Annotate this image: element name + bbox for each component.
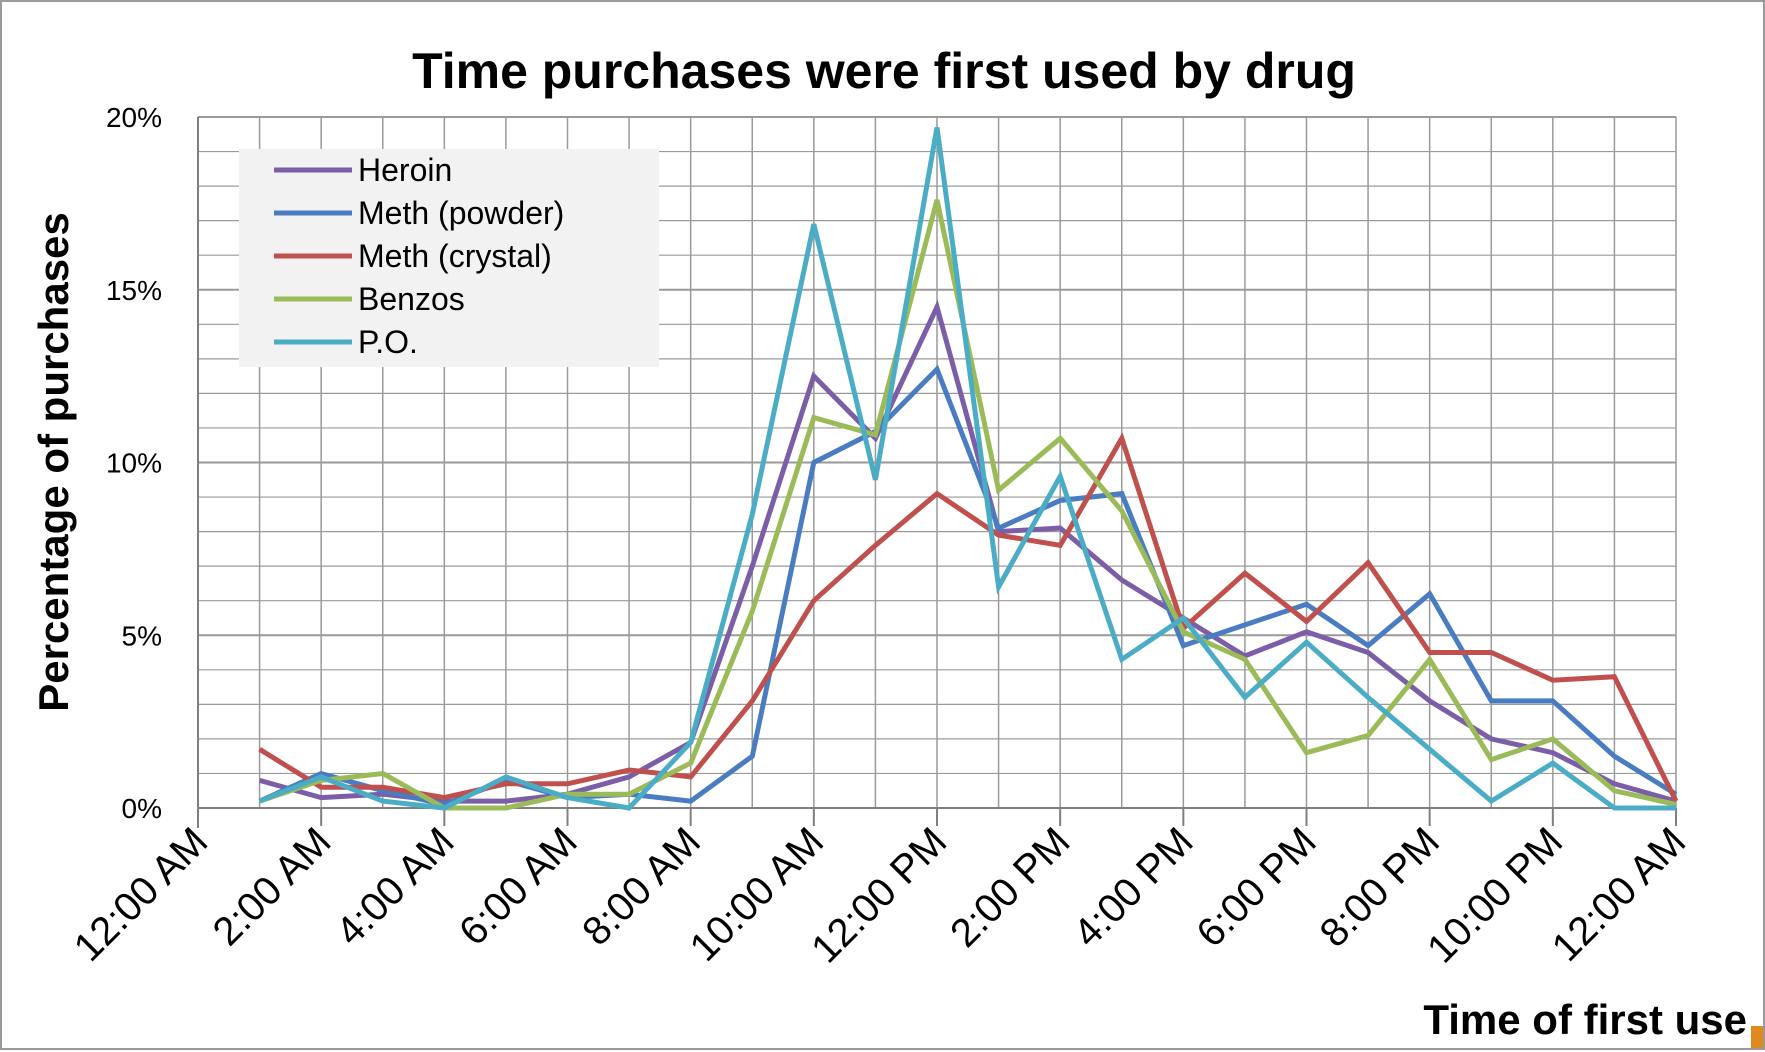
x-tick-label: 6:00 PM: [1188, 819, 1324, 955]
series-line-heroin: [258, 299, 1677, 804]
x-axis-label: Time of first use: [1423, 996, 1747, 1043]
y-axis-ticks: 0% 5% 10% 15% 20%: [106, 102, 162, 824]
corner-accent: [1751, 1026, 1763, 1048]
legend-label: Meth (crystal): [358, 238, 552, 274]
gridlines: [197, 116, 1677, 828]
x-tick-label: 4:00 AM: [328, 819, 463, 954]
series-lines: [258, 126, 1679, 811]
legend-label: Benzos: [358, 281, 465, 317]
legend-label: P.O.: [358, 324, 418, 360]
series-line-meth-crystal: [258, 432, 1679, 803]
y-tick-label: 10%: [106, 448, 162, 479]
x-tick-label: 12:00 PM: [803, 819, 955, 971]
y-axis-label: Percentage of purchases: [30, 212, 77, 712]
y-tick-label: 0%: [122, 793, 162, 824]
x-tick-label: 12:00 AM: [66, 819, 217, 970]
legend-label: Meth (powder): [358, 195, 564, 231]
x-tick-label: 6:00 AM: [451, 819, 586, 954]
x-tick-label: 10:00 PM: [1419, 819, 1571, 971]
legend-label: Heroin: [358, 152, 452, 188]
y-tick-label: 5%: [122, 620, 162, 651]
y-tick-label: 20%: [106, 102, 162, 133]
x-tick-label: 12:00 AM: [1544, 819, 1695, 970]
legend: Heroin Meth (powder) Meth (crystal) Benzos P…: [239, 149, 659, 367]
chart-title: Time purchases were first used by drug: [412, 43, 1356, 99]
y-tick-label: 15%: [106, 275, 162, 306]
x-tick-label: 2:00 PM: [942, 819, 1078, 955]
series-line-p-o: [258, 126, 1676, 811]
x-tick-label: 2:00 AM: [205, 819, 340, 954]
x-axis-ticks: 12:00 AM2:00 AM4:00 AM6:00 AM8:00 AM10:0…: [66, 819, 1695, 971]
x-tick-label: 4:00 PM: [1065, 819, 1201, 955]
